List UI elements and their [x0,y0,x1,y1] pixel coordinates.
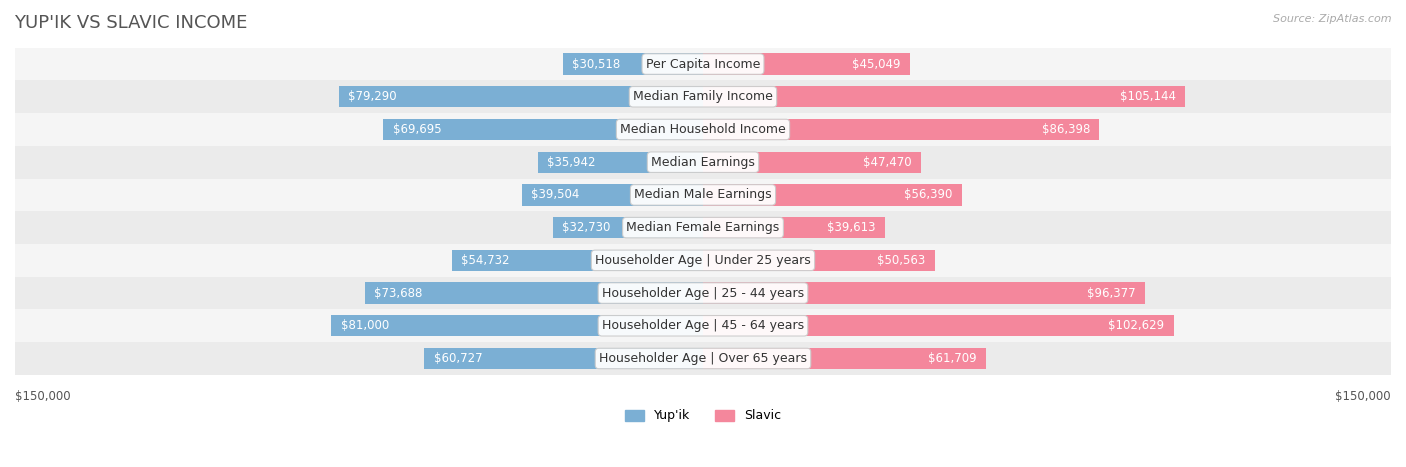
Text: $61,709: $61,709 [928,352,977,365]
Text: $79,290: $79,290 [349,90,396,103]
Bar [562,53,703,75]
Text: $69,695: $69,695 [392,123,441,136]
Bar [15,146,1391,178]
Text: Median Male Earnings: Median Male Earnings [634,188,772,201]
Legend: Yup'ik, Slavic: Yup'ik, Slavic [620,404,786,427]
Text: $150,000: $150,000 [1336,389,1391,403]
Text: $96,377: $96,377 [1087,287,1136,299]
Text: Householder Age | Under 25 years: Householder Age | Under 25 years [595,254,811,267]
Text: $50,563: $50,563 [877,254,925,267]
Bar [703,53,910,75]
Bar [553,217,703,238]
Text: Per Capita Income: Per Capita Income [645,57,761,71]
Bar [703,315,1174,336]
Bar [522,184,703,205]
Text: $60,727: $60,727 [433,352,482,365]
Text: Median Female Earnings: Median Female Earnings [627,221,779,234]
Text: Source: ZipAtlas.com: Source: ZipAtlas.com [1274,14,1392,24]
Bar [425,348,703,369]
Text: $30,518: $30,518 [572,57,620,71]
Bar [15,80,1391,113]
Bar [538,152,703,173]
Bar [339,86,703,107]
Text: $56,390: $56,390 [904,188,952,201]
Text: $39,504: $39,504 [531,188,579,201]
Text: $39,613: $39,613 [827,221,876,234]
Bar [366,283,703,304]
Text: $32,730: $32,730 [562,221,610,234]
Bar [15,277,1391,310]
Bar [703,152,921,173]
Bar [332,315,703,336]
Bar [15,342,1391,375]
Bar [703,250,935,271]
Text: $81,000: $81,000 [340,319,389,333]
Bar [703,119,1099,140]
Bar [703,348,986,369]
Bar [15,211,1391,244]
Text: Median Earnings: Median Earnings [651,156,755,169]
Bar [15,244,1391,277]
Text: $35,942: $35,942 [547,156,596,169]
Text: Median Family Income: Median Family Income [633,90,773,103]
Text: $102,629: $102,629 [1108,319,1164,333]
Text: Householder Age | Over 65 years: Householder Age | Over 65 years [599,352,807,365]
Text: $73,688: $73,688 [374,287,423,299]
Text: YUP'IK VS SLAVIC INCOME: YUP'IK VS SLAVIC INCOME [14,14,247,32]
Bar [703,283,1144,304]
Bar [15,310,1391,342]
Bar [703,184,962,205]
Text: $54,732: $54,732 [461,254,509,267]
Text: Median Household Income: Median Household Income [620,123,786,136]
Bar [15,178,1391,211]
Bar [451,250,703,271]
Text: $105,144: $105,144 [1121,90,1175,103]
Bar [15,113,1391,146]
Text: Householder Age | 25 - 44 years: Householder Age | 25 - 44 years [602,287,804,299]
Bar [384,119,703,140]
Bar [15,48,1391,80]
Text: Householder Age | 45 - 64 years: Householder Age | 45 - 64 years [602,319,804,333]
Bar [703,217,884,238]
Text: $86,398: $86,398 [1042,123,1090,136]
Bar [703,86,1185,107]
Text: $150,000: $150,000 [15,389,70,403]
Text: $47,470: $47,470 [863,156,911,169]
Text: $45,049: $45,049 [852,57,900,71]
